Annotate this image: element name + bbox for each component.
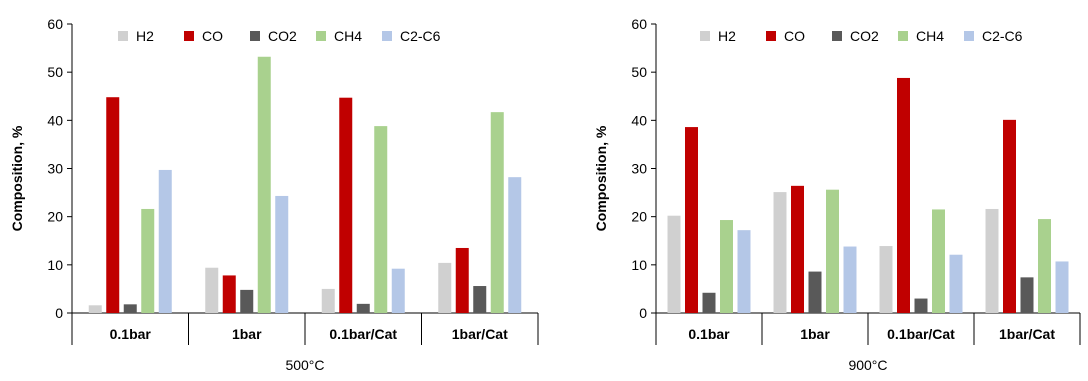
x-category-label: 0.1bar	[688, 326, 730, 342]
bar-h2-0-1bar	[88, 305, 102, 313]
x-category-label: 0.1bar	[110, 326, 152, 342]
y-tick-label: 30	[631, 161, 647, 177]
bar-ch4-0-1bar	[720, 220, 733, 313]
bar-h2-1bar-cat	[438, 262, 452, 313]
legend-swatch-ch4	[316, 31, 326, 41]
bar-h2-1bar	[773, 192, 787, 313]
y-tick-label: 50	[47, 64, 63, 80]
bar-co-1bar-cat	[455, 247, 469, 313]
legend-swatch-co2	[250, 31, 260, 41]
bar-ch4-1bar	[257, 56, 271, 314]
legend-label-co2: CO2	[850, 28, 879, 44]
legend-swatch-c2-c6	[382, 31, 392, 41]
bar-c2-c6-1bar-cat	[1055, 261, 1069, 313]
bar-co2-1bar-cat	[473, 286, 487, 313]
bar-h2-1bar	[205, 267, 219, 313]
bar-co2-1bar-cat	[1020, 277, 1034, 313]
x-category-label: 0.1bar/Cat	[887, 326, 955, 342]
bar-ch4-1bar-cat	[490, 112, 504, 314]
bar-c2-c6-0-1bar	[158, 169, 172, 313]
x-category-label: 1bar	[232, 326, 262, 342]
x-axis-title: 900°C	[848, 357, 887, 373]
bar-ch4-0-1bar-cat	[932, 209, 945, 313]
bar-co-1bar	[222, 275, 236, 313]
y-axis-title: Composition, %	[9, 125, 25, 231]
x-category-label: 1bar/Cat	[452, 326, 508, 342]
bar-co2-0-1bar-cat	[356, 303, 370, 313]
bar-h2-0-1bar-cat	[879, 246, 893, 313]
y-tick-label: 40	[47, 112, 63, 128]
legend-label-ch4: CH4	[916, 28, 944, 44]
legend-label-c2-c6: C2-C6	[400, 28, 441, 44]
y-tick-label: 20	[631, 209, 647, 225]
legend-swatch-h2	[118, 31, 128, 41]
bar-co-1bar-cat	[1003, 119, 1016, 313]
y-tick-label: 40	[631, 112, 647, 128]
bar-co-1bar	[791, 185, 804, 313]
legend-swatch-ch4	[898, 31, 908, 41]
bar-h2-0-1bar-cat	[321, 288, 335, 313]
y-axis-title: Composition, %	[593, 125, 609, 231]
x-axis-title: 500°C	[285, 357, 324, 373]
y-tick-label: 0	[639, 305, 647, 321]
legend-label-ch4: CH4	[334, 28, 362, 44]
bar-c2-c6-1bar	[843, 246, 857, 313]
bar-co2-0-1bar	[123, 304, 137, 313]
bar-co2-1bar	[240, 289, 254, 313]
legend-swatch-h2	[700, 31, 710, 41]
y-tick-label: 50	[631, 64, 647, 80]
legend-swatch-c2-c6	[964, 31, 974, 41]
y-tick-label: 20	[47, 209, 63, 225]
bar-h2-1bar-cat	[985, 208, 999, 313]
legend-swatch-co	[766, 31, 776, 41]
y-tick-label: 10	[631, 257, 647, 273]
bar-ch4-1bar	[826, 189, 839, 313]
legend-label-co: CO	[202, 28, 223, 44]
bar-c2-c6-0-1bar	[737, 230, 751, 313]
bar-co-0-1bar	[106, 97, 120, 313]
bar-ch4-0-1bar-cat	[374, 126, 388, 313]
legend-swatch-co2	[832, 31, 842, 41]
x-category-label: 0.1bar/Cat	[329, 326, 397, 342]
legend-swatch-co	[184, 31, 194, 41]
bar-c2-c6-0-1bar-cat	[391, 268, 405, 313]
bar-co-0-1bar-cat	[339, 97, 353, 313]
y-tick-label: 60	[631, 16, 647, 32]
bar-chart-500c: 0 10 20 30 40 50 60 0.1bar 1bar 0.1bar/Cat 1bar/Ca…	[9, 16, 539, 373]
legend-label-co2: CO2	[268, 28, 297, 44]
x-category-label: 1bar	[800, 326, 830, 342]
chart-panel-900c: 0 10 20 30 40 50 60 0.1bar 1bar 0.1bar/Cat 1bar/Ca…	[544, 0, 1088, 381]
legend-label-co: CO	[784, 28, 805, 44]
x-category-label: 1bar/Cat	[999, 326, 1055, 342]
bar-h2-0-1bar	[667, 215, 681, 313]
bar-co-0-1bar-cat	[897, 77, 910, 314]
y-tick-label: 60	[47, 16, 63, 32]
chart-panel-500c: 0 10 20 30 40 50 60 0.1bar 1bar 0.1bar/Cat 1bar/Ca…	[9, 16, 539, 373]
bar-c2-c6-1bar	[275, 195, 289, 313]
legend-label-c2-c6: C2-C6	[982, 28, 1023, 44]
bar-co2-1bar	[808, 271, 822, 313]
y-tick-label: 30	[47, 161, 63, 177]
bar-co-0-1bar	[685, 127, 698, 314]
y-tick-label: 0	[55, 305, 63, 321]
bar-c2-c6-0-1bar-cat	[949, 254, 963, 313]
bar-c2-c6-1bar-cat	[508, 177, 522, 313]
bar-chart-900c: 0 10 20 30 40 50 60 0.1bar 1bar 0.1bar/Cat 1bar/Ca…	[593, 16, 1081, 373]
legend-label-h2: H2	[136, 28, 154, 44]
y-tick-label: 10	[47, 257, 63, 273]
bar-co2-0-1bar-cat	[914, 298, 928, 313]
bar-ch4-1bar-cat	[1038, 219, 1051, 313]
bar-ch4-0-1bar	[141, 208, 155, 313]
bar-co2-0-1bar	[702, 292, 716, 313]
legend-label-h2: H2	[718, 28, 736, 44]
